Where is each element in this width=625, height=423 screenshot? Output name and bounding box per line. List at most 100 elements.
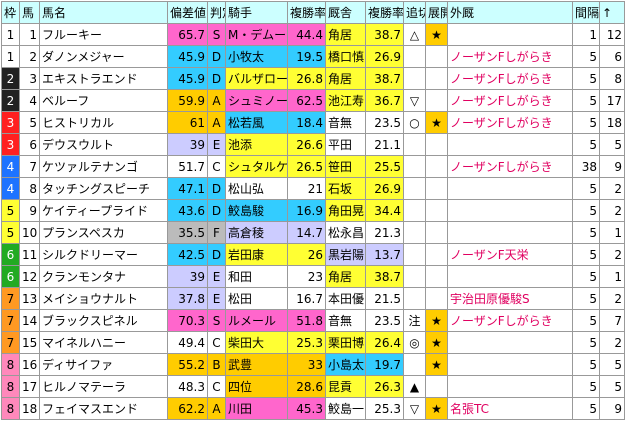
table-cell: 5 xyxy=(599,353,625,376)
table-cell: 4 xyxy=(1,177,20,200)
table-row: 6 11 シルクドリーマー 42.5 D 岩田康 26 黒岩陽 13.7 ノーザンF天栄 5 2 xyxy=(1,243,625,266)
table-cell: 柴田大 xyxy=(225,331,288,354)
table-row: 8 16 ディサイファ 55.2 B 武豊 33 小島太 19.7 ★ 5 5 xyxy=(1,353,625,376)
table-cell: 21.5 xyxy=(365,287,404,310)
table-cell: E xyxy=(207,265,226,288)
table-cell: 62.5 xyxy=(287,89,326,112)
table-cell: S xyxy=(207,23,226,46)
table-cell: クランモンタナ xyxy=(39,265,168,288)
table-cell: デウスウルト xyxy=(39,133,168,156)
table-cell: 36.7 xyxy=(365,89,404,112)
table-cell: マイネルハニー xyxy=(39,331,168,354)
table-cell: 25.5 xyxy=(365,155,404,178)
table-cell: E xyxy=(207,133,226,156)
table-cell: 昆貢 xyxy=(325,375,366,398)
table-cell xyxy=(425,265,448,288)
table-cell: 6 xyxy=(1,243,20,266)
table-cell: E xyxy=(207,287,226,310)
table-cell: 45.9 xyxy=(167,67,208,90)
table-cell: 7 xyxy=(19,155,40,178)
table-cell: ★ xyxy=(425,309,448,332)
table-cell xyxy=(447,133,573,156)
table-cell: バルザローナ xyxy=(225,67,288,90)
table-row: 3 6 デウスウルト 39 E 池添 26.6 平田 21.1 5 5 xyxy=(1,133,625,156)
table-cell: ヒストリカル xyxy=(39,111,168,134)
table-cell: 1 xyxy=(19,23,40,46)
table-cell: 4 xyxy=(19,89,40,112)
table-cell xyxy=(447,177,573,200)
table-cell: B xyxy=(207,353,226,376)
table-cell xyxy=(425,155,448,178)
table-cell: 17 xyxy=(599,89,625,112)
table-cell xyxy=(425,177,448,200)
table-cell: 16.9 xyxy=(287,199,326,222)
header-cell: 枠 xyxy=(1,1,20,24)
table-cell: 栗田博 xyxy=(325,331,366,354)
table-cell: 19.5 xyxy=(287,45,326,68)
table-cell: D xyxy=(207,199,226,222)
table-cell: ケイティープライド xyxy=(39,199,168,222)
table-cell: 角居 xyxy=(325,23,366,46)
table-cell: 5 xyxy=(572,331,600,354)
table-cell: 1 xyxy=(599,221,625,244)
table-cell: 川田 xyxy=(225,397,288,420)
header-cell: 複勝率 xyxy=(365,1,404,24)
table-cell: 8 xyxy=(19,177,40,200)
table-cell: 21.3 xyxy=(365,221,404,244)
table-cell: 26.9 xyxy=(365,177,404,200)
table-cell: 5 xyxy=(572,89,600,112)
table-cell: D xyxy=(207,45,226,68)
table-cell: 12 xyxy=(599,23,625,46)
table-row: 7 14 ブラックスピネル 70.3 S ルメール 51.8 音無 23.5 注 ★ ノーザンFしがら… xyxy=(1,309,625,332)
table-cell: A xyxy=(207,111,226,134)
table-cell xyxy=(403,243,426,266)
table-cell: 小島太 xyxy=(325,353,366,376)
header-cell: ↑ xyxy=(599,1,625,24)
table-cell: シルクドリーマー xyxy=(39,243,168,266)
header-cell: 複勝率 xyxy=(287,1,326,24)
table-cell: 2 xyxy=(1,89,20,112)
table-cell: 59.9 xyxy=(167,89,208,112)
table-cell: 音無 xyxy=(325,309,366,332)
table-cell: 5 xyxy=(572,221,600,244)
table-cell: 本田優 xyxy=(325,287,366,310)
header-row: 枠馬馬名偏差値判定騎手複勝率厩舎複勝率追切展開外厩間隔↑ xyxy=(1,1,625,24)
table-cell: 5 xyxy=(572,199,600,222)
table-cell: S xyxy=(207,309,226,332)
table-cell: ★ xyxy=(425,353,448,376)
header-cell: 厩舎 xyxy=(325,1,366,24)
table-row: 4 8 タッチングスピーチ 47.1 D 松山弘 21 石坂 26.9 5 2 xyxy=(1,177,625,200)
table-cell: シュタルケ xyxy=(225,155,288,178)
table-cell xyxy=(447,331,573,354)
table-cell: ノーザンFしがらき xyxy=(447,67,573,90)
table-cell: A xyxy=(207,397,226,420)
table-cell: ケツァルテナンゴ xyxy=(39,155,168,178)
table-cell: 橋口慎 xyxy=(325,45,366,68)
table-cell xyxy=(403,353,426,376)
table-cell: ノーザンFしがらき xyxy=(447,111,573,134)
table-cell xyxy=(425,133,448,156)
table-cell: 13 xyxy=(19,287,40,310)
table-cell: 松永昌 xyxy=(325,221,366,244)
table-cell: 13.7 xyxy=(365,243,404,266)
table-cell xyxy=(425,199,448,222)
table-cell xyxy=(425,221,448,244)
table-cell: D xyxy=(207,67,226,90)
table-cell: ベルーフ xyxy=(39,89,168,112)
table-cell: 2 xyxy=(599,177,625,200)
table-row: 8 17 ヒルノマテーラ 48.3 C 四位 28.6 昆貢 26.3 ▲ 5 5 xyxy=(1,375,625,398)
table-cell: ▲ xyxy=(403,375,426,398)
header-cell: 展開 xyxy=(425,1,448,24)
table-cell: 45.9 xyxy=(167,45,208,68)
table-cell: 5 xyxy=(572,67,600,90)
table-cell: 11 xyxy=(19,243,40,266)
table-cell: 6 xyxy=(19,133,40,156)
table-cell: ノーザンF天栄 xyxy=(447,243,573,266)
table-cell: 1 xyxy=(572,23,600,46)
table-row: 7 15 マイネルハニー 49.4 C 柴田大 25.3 栗田博 26.4 ◎ ★ 5 2 xyxy=(1,331,625,354)
table-cell xyxy=(403,67,426,90)
table-cell: 9 xyxy=(599,155,625,178)
table-cell xyxy=(403,155,426,178)
